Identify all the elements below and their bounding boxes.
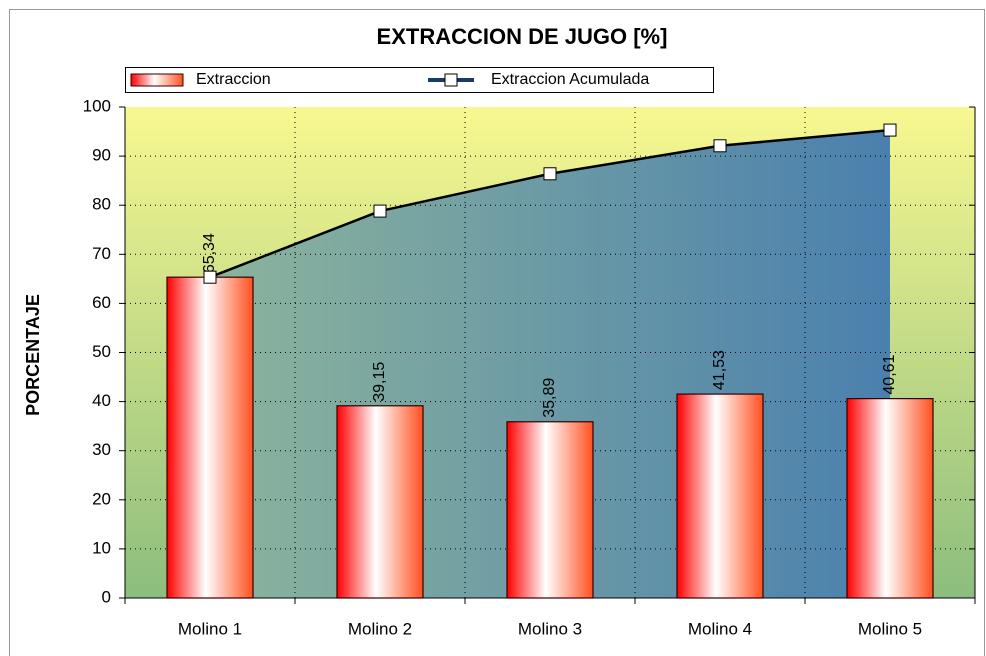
y-tick-label: 90 — [92, 146, 111, 165]
chart-title: EXTRACCION DE JUGO [%] — [377, 24, 668, 49]
y-tick-label: 30 — [92, 440, 111, 459]
legend — [125, 67, 714, 93]
data-label: 40,61 — [881, 354, 898, 394]
x-tick-label: Molino 3 — [518, 619, 582, 638]
bar — [166, 276, 254, 599]
x-tick-label: Molino 5 — [858, 619, 922, 638]
x-tick-label: Molino 1 — [178, 619, 242, 638]
line-marker — [543, 167, 557, 181]
data-label: 35,89 — [541, 378, 558, 418]
line-marker — [373, 204, 387, 218]
bar — [846, 398, 934, 599]
line-marker — [203, 270, 217, 284]
y-axis-label: PORCENTAJE — [23, 294, 43, 416]
legend-swatch — [130, 73, 184, 87]
y-tick-label: 20 — [92, 489, 111, 508]
y-tick-label: 70 — [92, 244, 111, 263]
bar — [676, 393, 764, 599]
data-label: 39,15 — [371, 362, 388, 402]
bar — [506, 421, 594, 599]
x-tick-label: Molino 4 — [688, 619, 752, 638]
line-marker — [713, 139, 727, 153]
y-tick-label: 100 — [83, 96, 111, 115]
legend-swatch — [444, 73, 458, 87]
data-label: 65,34 — [201, 233, 218, 273]
y-tick-label: 0 — [102, 587, 111, 606]
y-tick-label: 50 — [92, 342, 111, 361]
data-label: 41,53 — [711, 350, 728, 390]
legend-label: Extraccion Acumulada — [491, 71, 649, 88]
line-marker — [883, 123, 897, 137]
bar — [336, 405, 424, 599]
y-tick-label: 10 — [92, 538, 111, 557]
y-tick-label: 60 — [92, 293, 111, 312]
x-tick-label: Molino 2 — [348, 619, 412, 638]
y-tick-label: 40 — [92, 391, 111, 410]
y-tick-label: 80 — [92, 195, 111, 214]
legend-label: Extraccion — [196, 71, 271, 88]
